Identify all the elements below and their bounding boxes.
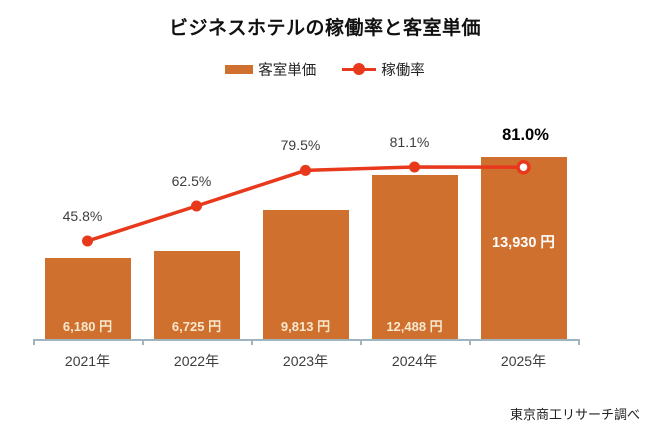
bar-value-label: 9,813 円 [280, 319, 331, 334]
bar-value-label: 13,930 円 [492, 235, 555, 251]
bar-value-label: 6,180 円 [62, 319, 113, 334]
bar-swatch-icon [225, 64, 254, 74]
bar-2024年 [371, 175, 458, 339]
legend-item-occupancy: 稼働率 [342, 59, 425, 80]
source-credit: 東京商工リサーチ調べ [509, 407, 640, 422]
percent-label: 45.8% [62, 208, 103, 224]
x-axis-label: 2024年 [391, 353, 438, 369]
chart-title: ビジネスホテルの稼働率と客室単価 [168, 18, 481, 39]
bar-value-label: 12,488 円 [386, 319, 443, 334]
line-marker [191, 200, 202, 212]
legend: 客室単価 稼働率 [0, 59, 650, 80]
line-marker-icon [342, 63, 377, 75]
percent-label: 62.5% [171, 173, 212, 189]
x-axis-tick [251, 339, 253, 345]
x-axis-tick [469, 339, 471, 345]
percent-label: 79.5% [280, 137, 321, 154]
bar-2022年 [153, 250, 240, 339]
x-axis-label: 2021年 [64, 353, 111, 369]
x-axis-label: 2023年 [282, 353, 329, 369]
x-axis-label: 2022年 [173, 353, 220, 369]
percent-label: 81.0% [502, 126, 549, 145]
bar-value-label: 6,725 円 [171, 319, 222, 334]
percent-label: 81.1% [389, 134, 430, 150]
line-marker [409, 161, 420, 173]
line-marker [300, 164, 311, 176]
line-marker [82, 235, 93, 247]
x-axis-line [33, 339, 578, 341]
x-axis-tick [142, 339, 144, 345]
x-axis-tick [360, 339, 362, 345]
legend-label-room-rate: 客室単価 [258, 62, 317, 79]
x-axis-label: 2025年 [500, 353, 547, 369]
legend-item-room-rate: 客室単価 [225, 59, 316, 80]
bar-2021年 [44, 258, 131, 339]
legend-label-occupancy: 稼働率 [381, 62, 425, 79]
x-axis-tick [33, 339, 35, 345]
x-axis-tick [578, 339, 580, 345]
